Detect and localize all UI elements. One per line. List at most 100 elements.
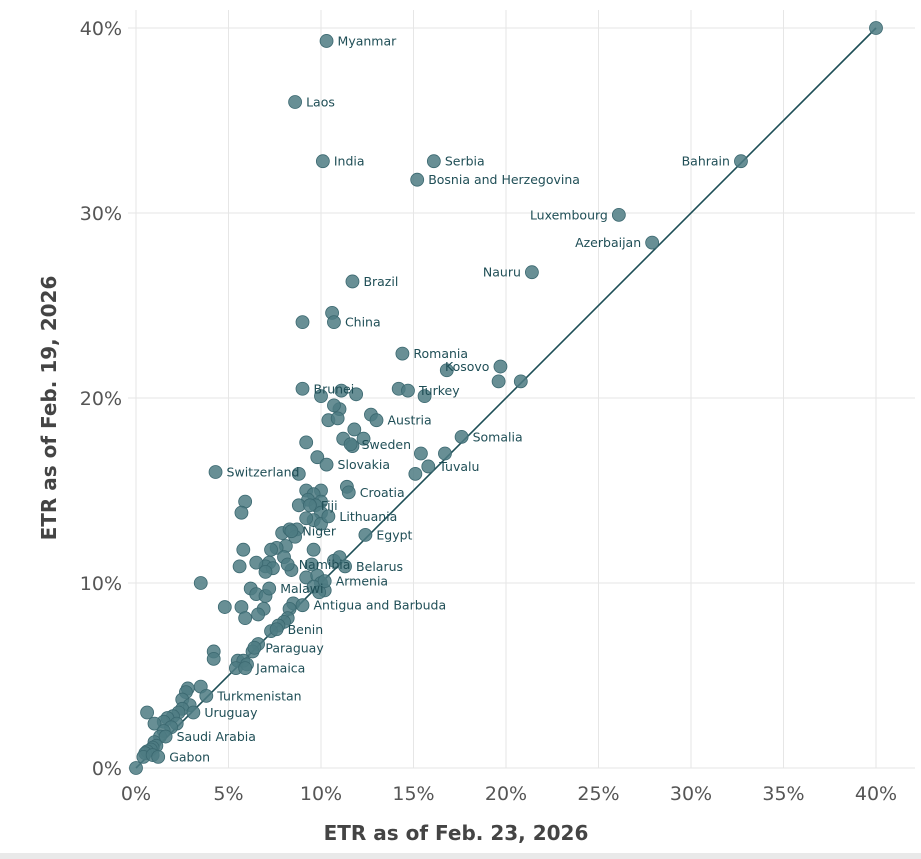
point-label: Armenia: [336, 574, 388, 589]
point-label: Croatia: [360, 485, 405, 500]
data-point-labeled: [288, 95, 303, 109]
data-point-labeled: [151, 750, 166, 764]
point-label: China: [345, 315, 381, 330]
data-point: [327, 398, 341, 413]
data-point: [349, 387, 364, 402]
point-label: Paraguay: [265, 640, 324, 655]
point-label: Lithuania: [339, 509, 397, 524]
data-point-labeled: [315, 154, 330, 169]
x-tick-label: 0%: [121, 783, 151, 805]
data-point-labeled: [426, 154, 441, 169]
data-point: [334, 383, 349, 398]
point-label: Belarus: [356, 559, 403, 574]
data-point: [140, 705, 155, 720]
data-point-labeled: [158, 729, 173, 744]
data-point: [236, 542, 251, 557]
point-label: Switzerland: [227, 465, 300, 480]
y-tick-label: 0%: [92, 758, 122, 780]
data-point: [299, 435, 314, 450]
data-point: [869, 21, 883, 35]
point-label: Niger: [302, 524, 336, 539]
data-point-labeled: [269, 622, 284, 637]
data-point: [295, 315, 310, 330]
point-label: Benin: [288, 622, 324, 637]
data-point: [330, 411, 345, 426]
x-tick-label: 40%: [855, 783, 897, 805]
data-point-labeled: [321, 509, 336, 524]
data-point: [310, 450, 325, 465]
point-label: Bosnia and Herzegovina: [428, 172, 580, 187]
x-tick-label: 35%: [762, 783, 804, 805]
point-label: Slovakia: [338, 457, 390, 472]
data-point: [238, 611, 253, 626]
data-points: [129, 21, 883, 775]
data-point-labeled: [186, 705, 201, 720]
data-point: [147, 716, 162, 731]
data-point-labeled: [199, 688, 214, 703]
data-point-labeled: [454, 429, 469, 444]
data-point-labeled: [645, 235, 660, 250]
point-label: Nauru: [483, 265, 521, 280]
point-label: Egypt: [376, 527, 412, 542]
data-point: [251, 607, 266, 622]
data-point: [408, 466, 423, 481]
x-tick-label: 5%: [213, 783, 243, 805]
data-point: [291, 466, 306, 481]
data-point-labeled: [295, 598, 310, 613]
data-point-labeled: [493, 359, 508, 374]
grid: [128, 10, 915, 769]
data-point: [264, 542, 278, 557]
point-label: Brunei: [314, 381, 355, 396]
point-label: Myanmar: [338, 33, 398, 48]
data-point-labeled: [302, 498, 317, 513]
data-point-labeled: [319, 457, 334, 472]
y-tick-label: 40%: [80, 18, 122, 40]
data-point: [206, 651, 221, 666]
data-point: [417, 389, 432, 404]
point-label: Antigua and Barbuda: [314, 598, 447, 613]
point-label: Brazil: [363, 274, 398, 289]
data-point: [234, 505, 249, 520]
point-labels: Myanmar Laos India Serbia Bosnia and Herzego…: [169, 33, 730, 764]
point-label: Gabon: [169, 749, 210, 764]
point-label: Austria: [388, 413, 432, 428]
x-axis-title: ETR as of Feb. 23, 2026: [324, 821, 589, 845]
x-tick-label: 30%: [670, 783, 712, 805]
data-point: [356, 431, 371, 446]
x-tick-label: 15%: [392, 783, 434, 805]
data-point-labeled: [369, 413, 384, 428]
data-point-labeled: [358, 528, 373, 542]
point-label: Saudi Arabia: [177, 729, 256, 744]
data-point-labeled: [410, 172, 425, 187]
data-point-labeled: [345, 274, 360, 289]
data-point-labeled: [734, 154, 748, 169]
data-point: [299, 511, 314, 526]
point-label: Namibia: [299, 557, 351, 572]
point-label: Romania: [413, 346, 468, 361]
data-point: [439, 363, 454, 378]
data-point-labeled: [401, 383, 415, 398]
data-point-labeled: [611, 207, 626, 222]
point-label: Jamaica: [255, 661, 305, 676]
point-label: Malawi: [280, 581, 323, 596]
point-label: Sweden: [362, 437, 411, 452]
data-point: [312, 585, 327, 600]
x-tick-label: 25%: [577, 783, 619, 805]
point-label: India: [334, 154, 365, 169]
y-tick-label: 20%: [80, 388, 122, 410]
data-point-labeled: [238, 661, 253, 675]
y-tick-label: 10%: [80, 573, 122, 595]
data-point-labeled: [343, 437, 358, 452]
data-point: [258, 565, 273, 579]
point-label: Azerbaijan: [575, 235, 641, 250]
y-tick-label: 30%: [80, 203, 122, 225]
data-point: [129, 761, 143, 775]
data-point-labeled: [327, 315, 341, 330]
data-point: [249, 555, 264, 570]
point-label: Laos: [306, 95, 335, 110]
data-point-labeled: [395, 346, 410, 361]
data-point: [347, 422, 362, 437]
bottom-bar: [0, 853, 921, 859]
y-axis-title: ETR as of Feb. 19, 2026: [37, 276, 61, 541]
point-label: Luxembourg: [530, 207, 608, 222]
